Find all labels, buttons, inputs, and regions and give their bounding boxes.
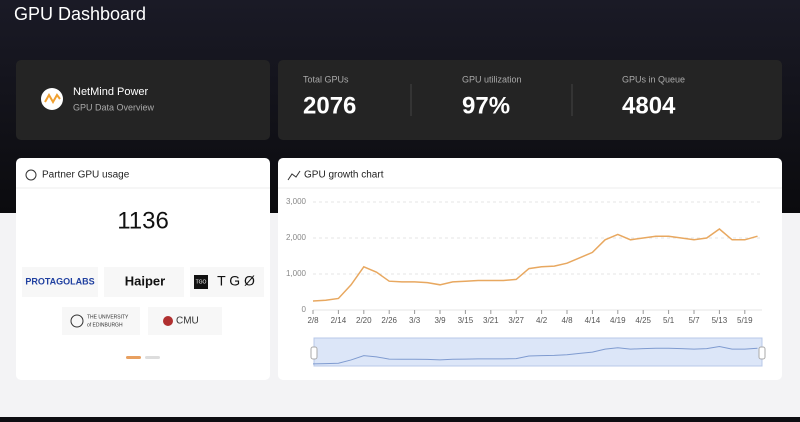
x-tick-label: 4/2 (536, 316, 548, 325)
brush[interactable] (313, 337, 763, 367)
page-dot[interactable] (126, 356, 141, 359)
partner-logo: Haiper (125, 273, 165, 288)
partner-logo: PROTAGOLABS (25, 276, 94, 286)
partner-logo: T G Ø (217, 273, 255, 289)
x-tick-label: 3/27 (508, 316, 524, 325)
y-tick-label: 2,000 (286, 233, 307, 242)
x-tick-label: 3/9 (434, 316, 446, 325)
x-tick-label: 2/14 (331, 316, 347, 325)
logo-box (104, 267, 184, 297)
y-tick-label: 0 (302, 305, 307, 314)
stat-label: Total GPUs (303, 74, 349, 84)
y-tick-label: 1,000 (286, 269, 307, 278)
partner-count: 1136 (117, 207, 169, 234)
x-tick-label: 4/25 (635, 316, 651, 325)
crest (70, 314, 84, 328)
partner-logo: CMU (176, 316, 199, 327)
partner-logo: TGO (196, 279, 207, 285)
summary-card (16, 60, 270, 140)
crest (163, 316, 173, 326)
brand-subtitle: GPU Data Overview (73, 102, 155, 112)
icon (25, 169, 37, 181)
line (312, 228, 758, 302)
partner-logo: of EDINBURGH (87, 322, 123, 328)
x-tick-label: 3/21 (483, 316, 499, 325)
x-tick-label: 5/19 (737, 316, 753, 325)
stat-label: GPUs in Queue (622, 74, 685, 84)
icon (287, 170, 301, 181)
x-tick-label: 3/15 (458, 316, 474, 325)
stat-value: 4804 (622, 92, 676, 119)
brush-handle[interactable] (310, 346, 318, 360)
x-tick-label: 4/8 (561, 316, 573, 325)
x-tick-label: 2/26 (381, 316, 397, 325)
x-tick-label: 4/19 (610, 316, 626, 325)
stat-label: GPU utilization (462, 74, 522, 84)
x-tick-label: 5/1 (663, 316, 675, 325)
logo-box (148, 307, 222, 335)
stat-value: 97% (462, 92, 510, 119)
brush-handle[interactable] (758, 346, 766, 360)
chart-title: GPU growth chart (304, 170, 384, 181)
logo-square (194, 275, 208, 289)
y-tick-label: 3,000 (286, 197, 307, 206)
logo-box (22, 267, 98, 297)
x-tick-label: 2/8 (307, 316, 319, 325)
x-tick-label: 2/20 (356, 316, 372, 325)
x-tick-label: 5/7 (688, 316, 700, 325)
card-title: Partner GPU usage (42, 170, 130, 181)
mini-line (312, 345, 758, 365)
partner-logo: THE UNIVERSITY (87, 314, 129, 320)
page-title: GPU Dashboard (14, 4, 146, 24)
x-tick-label: 4/14 (585, 316, 601, 325)
stat-value: 2076 (303, 92, 356, 119)
page-dot[interactable] (145, 356, 160, 359)
logo-mark (44, 92, 61, 105)
x-tick-label: 5/13 (712, 316, 728, 325)
stats-card (278, 60, 782, 140)
logo-box (62, 307, 140, 335)
brand-name: NetMind Power (73, 86, 149, 98)
x-tick-label: 3/3 (409, 316, 421, 325)
